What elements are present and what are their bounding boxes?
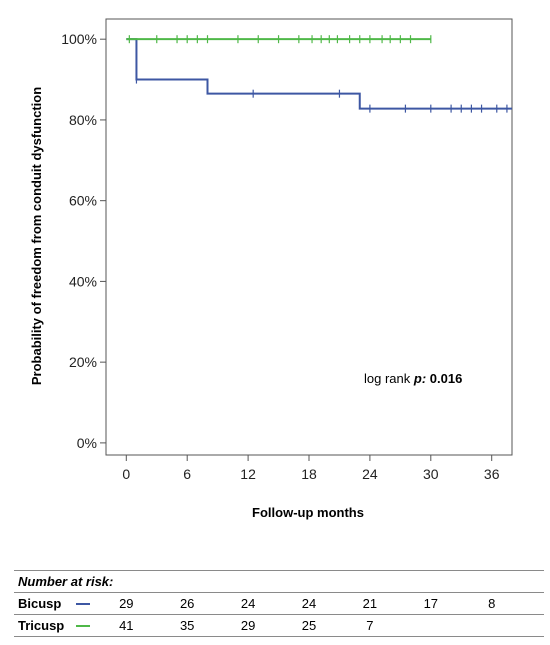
risk-value-cell: 29 xyxy=(119,596,134,611)
plot-frame xyxy=(105,18,513,456)
axes: 0% 20% 40% 60% 80% 100% 0 6 12 18 24 30 36 xyxy=(61,18,513,482)
x-tick-label: 12 xyxy=(240,466,256,482)
x-tick-label: 0 xyxy=(122,466,130,482)
y-tick-label: 0% xyxy=(77,435,97,451)
x-axis-title: Follow-up months xyxy=(252,505,364,520)
p-value: 0.016 xyxy=(426,371,462,386)
risk-value-cell: 17 xyxy=(423,596,439,611)
risk-value-cell: 8 xyxy=(488,596,496,611)
risk-value-cell: 25 xyxy=(301,618,317,633)
x-tick-label: 18 xyxy=(301,466,317,482)
log-rank-prefix: log rank xyxy=(364,371,414,386)
risk-value-cell: 21 xyxy=(362,596,378,611)
risk-value-cell: 24 xyxy=(240,596,256,611)
y-tick-label: 100% xyxy=(61,31,97,47)
risk-row-bicusp: Bicusp 29 26 24 24 21 17 8 xyxy=(14,593,544,615)
km-chart: 0% 20% 40% 60% 80% 100% 0 6 12 18 24 30 36 Probabili… xyxy=(29,18,513,520)
risk-value-cell: 35 xyxy=(179,618,195,633)
y-axis-title: Probability of freedom from conduit dysf… xyxy=(29,87,44,385)
bicusp-legend-swatch xyxy=(76,603,90,605)
risk-value-cell: 24 xyxy=(301,596,317,611)
series-line-bicusp xyxy=(126,38,512,110)
y-tick-label: 60% xyxy=(69,193,97,209)
risk-table-title: Number at risk: xyxy=(14,570,544,593)
y-tick-label: 20% xyxy=(69,354,97,370)
y-tick-label: 40% xyxy=(69,273,97,289)
risk-row-label: Bicusp xyxy=(18,596,62,611)
x-tick-label: 30 xyxy=(423,466,439,482)
y-tick-label: 80% xyxy=(69,112,97,128)
number-at-risk-table: Number at risk: Bicusp 29 26 24 24 21 17 8 Tri… xyxy=(14,570,544,637)
risk-value-cell: 41 xyxy=(119,618,134,633)
tricusp-legend-swatch xyxy=(76,625,90,627)
p-symbol: p: xyxy=(413,371,426,386)
log-rank-annotation: log rank p: 0.016 xyxy=(364,371,462,386)
risk-value-cell: 26 xyxy=(179,596,195,611)
risk-row-label: Tricusp xyxy=(18,618,65,633)
x-tick-label: 24 xyxy=(362,466,378,482)
risk-value-cell: 7 xyxy=(366,618,374,633)
survival-curves xyxy=(126,35,512,113)
risk-value-cell: 29 xyxy=(240,618,256,633)
risk-row-tricusp: Tricusp 41 35 29 25 7 xyxy=(14,615,544,637)
x-tick-label: 6 xyxy=(183,466,191,482)
x-tick-label: 36 xyxy=(484,466,500,482)
